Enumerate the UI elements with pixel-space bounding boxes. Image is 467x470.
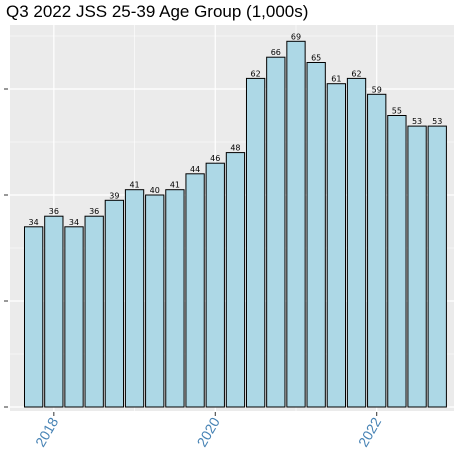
- x-tick-label: 2020: [193, 414, 223, 449]
- bar: [306, 62, 326, 408]
- bar: [24, 226, 44, 408]
- bar: [104, 199, 125, 408]
- data-label: 34: [29, 218, 39, 227]
- bar: [165, 189, 185, 408]
- data-label: 69: [291, 32, 301, 41]
- data-label: 59: [372, 85, 382, 94]
- data-label: 66: [271, 48, 281, 57]
- bars: [24, 40, 447, 408]
- bar: [427, 125, 447, 408]
- bar: [387, 115, 407, 408]
- data-label: 44: [190, 165, 200, 174]
- data-label: 41: [170, 181, 180, 190]
- axis-ticks: [4, 88, 378, 416]
- x-tick-label: 2022: [355, 414, 385, 449]
- data-label: 40: [150, 186, 160, 195]
- data-label: 65: [311, 54, 321, 63]
- bar: [64, 226, 84, 408]
- x-tick-label: 2018: [32, 414, 62, 449]
- data-label: 61: [331, 75, 341, 84]
- bar: [205, 162, 225, 408]
- bar: [286, 40, 306, 408]
- data-label: 55: [392, 107, 402, 116]
- data-label: 39: [109, 191, 119, 200]
- data-labels: 34 36 34 36 39 41 40 41 44 46 48 62 66 69 65 61 62 59 55 53…: [29, 32, 443, 227]
- bar: [225, 152, 246, 408]
- data-label: 48: [230, 144, 240, 153]
- data-label: 46: [210, 154, 220, 163]
- bar: [407, 125, 427, 408]
- bar: [124, 189, 145, 408]
- data-label: 62: [351, 69, 361, 78]
- data-label: 36: [89, 207, 99, 216]
- bar: [185, 173, 205, 408]
- bar: [84, 215, 104, 408]
- bar: [44, 215, 64, 408]
- chart-title: Q3 2022 JSS 25-39 Age Group (1,000s): [6, 2, 309, 21]
- data-label: 53: [432, 117, 442, 126]
- data-label: 34: [69, 218, 79, 227]
- data-label: 62: [251, 69, 261, 78]
- bar: [346, 77, 367, 408]
- bar: [367, 93, 387, 408]
- bar: [245, 77, 266, 408]
- bar: [145, 194, 165, 408]
- data-label: 53: [412, 117, 422, 126]
- data-label: 36: [49, 207, 59, 216]
- bar: [326, 83, 347, 408]
- data-label: 41: [129, 181, 139, 190]
- x-tick-labels: 2018 2020 2022: [32, 414, 384, 449]
- bar: [266, 56, 286, 408]
